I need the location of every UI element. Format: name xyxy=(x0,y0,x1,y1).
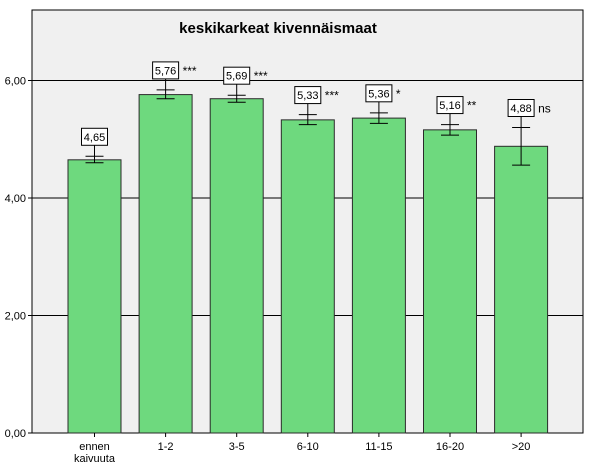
bar xyxy=(494,145,549,434)
bars: 4,65 5,76 *** 5,69 *** 5,33 *** 5,36 * 5,16 ** 4,88… xyxy=(67,61,551,434)
bar xyxy=(67,159,122,434)
data-label: 4,65 xyxy=(84,132,105,144)
significance-label: *** xyxy=(183,64,197,78)
data-label: 5,69 xyxy=(226,71,247,83)
significance-label: ns xyxy=(538,102,551,116)
data-label-box xyxy=(507,99,535,117)
data-label: 5,16 xyxy=(439,100,460,112)
significance-label: ** xyxy=(467,99,477,113)
data-label-box xyxy=(223,66,251,85)
significance-label: *** xyxy=(325,89,339,103)
x-tick-label: 6-10 xyxy=(297,441,319,453)
x-tick-label: 11-15 xyxy=(365,441,392,453)
x-tick-label: kaivuuta xyxy=(74,453,116,465)
data-label-box xyxy=(365,84,393,103)
data-label: 5,36 xyxy=(368,88,389,100)
bar xyxy=(351,117,406,434)
data-label-box xyxy=(81,127,108,146)
y-tick-label: 6,00 xyxy=(5,76,26,88)
bar xyxy=(423,129,477,434)
data-label-box xyxy=(152,61,180,80)
x-tick-label: ennen xyxy=(79,441,110,453)
bar xyxy=(138,94,193,434)
data-label: 5,33 xyxy=(297,90,318,102)
y-tick-label: 0,00 xyxy=(5,428,26,440)
bar xyxy=(280,119,335,434)
significance-label: *** xyxy=(254,69,268,83)
y-tick-label: 2,00 xyxy=(5,311,26,323)
data-label-box xyxy=(294,86,322,105)
x-tick-label: >20 xyxy=(512,441,531,453)
data-label: 5,76 xyxy=(155,65,176,77)
data-label-box xyxy=(436,96,464,115)
x-tick-label: 3-5 xyxy=(229,441,245,453)
bar xyxy=(209,98,264,434)
data-label: 4,88 xyxy=(510,103,531,115)
x-tick-label: 1-2 xyxy=(158,441,174,453)
chart-title: keskikarkeat kivennäismaat xyxy=(179,20,377,37)
y-tick-label: 4,00 xyxy=(5,193,26,205)
significance-label: * xyxy=(396,87,401,101)
x-tick-label: 16-20 xyxy=(436,441,464,453)
